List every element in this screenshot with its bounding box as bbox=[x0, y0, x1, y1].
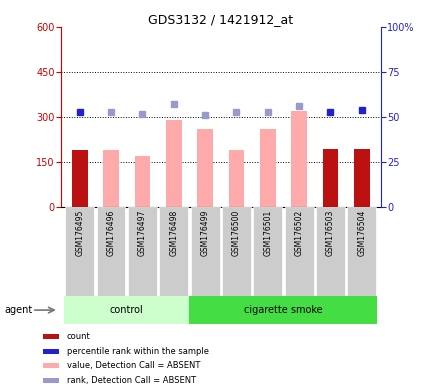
Text: control: control bbox=[110, 305, 143, 315]
Bar bbox=[72, 150, 87, 207]
Text: GSM176503: GSM176503 bbox=[325, 210, 334, 257]
Text: GSM176501: GSM176501 bbox=[263, 210, 272, 256]
Bar bbox=[322, 149, 338, 207]
Text: rank, Detection Call = ABSENT: rank, Detection Call = ABSENT bbox=[66, 376, 195, 384]
Text: value, Detection Call = ABSENT: value, Detection Call = ABSENT bbox=[66, 361, 200, 370]
Bar bbox=[165, 120, 181, 207]
Text: count: count bbox=[66, 332, 90, 341]
Bar bbox=[65, 207, 94, 296]
Bar bbox=[228, 150, 244, 207]
Bar bbox=[347, 207, 375, 296]
Text: cigarette smoke: cigarette smoke bbox=[243, 305, 322, 315]
Text: GSM176498: GSM176498 bbox=[169, 210, 178, 256]
Text: GSM176502: GSM176502 bbox=[294, 210, 303, 256]
Text: percentile rank within the sample: percentile rank within the sample bbox=[66, 347, 208, 356]
Text: agent: agent bbox=[4, 305, 33, 315]
Bar bbox=[253, 207, 282, 296]
Bar bbox=[353, 149, 369, 207]
Text: GSM176495: GSM176495 bbox=[75, 210, 84, 257]
Bar bbox=[43, 349, 59, 354]
Bar bbox=[221, 207, 250, 296]
Bar bbox=[190, 207, 219, 296]
Text: GSM176496: GSM176496 bbox=[106, 210, 115, 257]
Bar bbox=[96, 207, 125, 296]
Bar bbox=[260, 129, 275, 207]
Text: GSM176504: GSM176504 bbox=[356, 210, 365, 257]
Bar bbox=[159, 207, 188, 296]
Bar bbox=[134, 156, 150, 207]
Text: GSM176499: GSM176499 bbox=[200, 210, 209, 257]
Bar bbox=[197, 129, 212, 207]
Bar bbox=[43, 377, 59, 383]
Bar bbox=[316, 207, 344, 296]
Bar bbox=[103, 150, 118, 207]
Text: GSM176500: GSM176500 bbox=[231, 210, 240, 257]
Text: GSM176497: GSM176497 bbox=[138, 210, 147, 257]
Bar bbox=[128, 207, 157, 296]
Bar bbox=[189, 296, 377, 324]
Bar bbox=[284, 207, 313, 296]
Bar bbox=[291, 111, 306, 207]
Bar bbox=[43, 334, 59, 339]
Bar bbox=[43, 363, 59, 368]
Title: GDS3132 / 1421912_at: GDS3132 / 1421912_at bbox=[148, 13, 293, 26]
Bar bbox=[64, 296, 189, 324]
